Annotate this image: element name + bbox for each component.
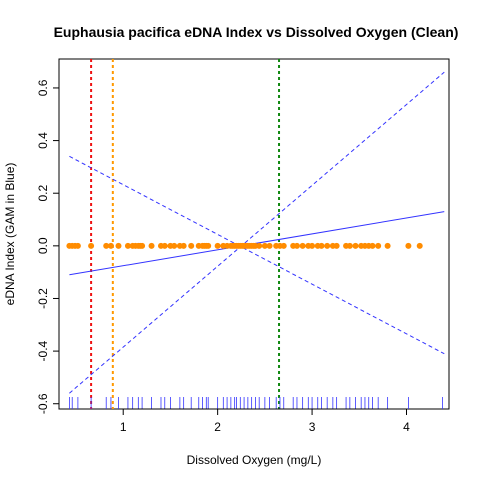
y-axis: -0.6 -0.4 -0.2 0.0 0.2 0.4 0.6 [36, 79, 60, 414]
confidence-bands [69, 71, 445, 394]
data-point [416, 242, 423, 249]
y-tick-label: 0.0 [36, 237, 50, 254]
data-point [171, 242, 178, 249]
confidence-band-1 [69, 155, 445, 355]
data-point [261, 242, 268, 249]
data-point [188, 242, 195, 249]
data-point [205, 242, 212, 249]
y-axis-label: eDNA Index (GAM in Blue) [3, 163, 17, 306]
data-point [107, 242, 114, 249]
x-tick-label: 2 [214, 420, 221, 434]
data-point [346, 242, 353, 249]
rug-marks [68, 397, 443, 409]
data-point [256, 242, 263, 249]
data-point [214, 242, 221, 249]
y-tick-label: 0.4 [36, 132, 50, 149]
x-tick-label: 4 [403, 420, 410, 434]
data-points [66, 242, 423, 249]
data-point [324, 242, 331, 249]
data-point [318, 242, 325, 249]
data-point [161, 242, 168, 249]
data-point [124, 242, 131, 249]
data-point [74, 242, 81, 249]
y-tick-label: 0.2 [36, 185, 50, 202]
data-point [299, 242, 306, 249]
data-point [352, 242, 359, 249]
data-point [180, 242, 187, 249]
data-point [369, 242, 376, 249]
data-point [115, 242, 122, 249]
data-point [405, 242, 412, 249]
plot-frame [58, 58, 450, 410]
data-point [103, 242, 110, 249]
data-point [266, 242, 273, 249]
data-point [293, 242, 300, 249]
y-tick-label: 0.6 [36, 79, 50, 96]
data-point [333, 242, 340, 249]
chart-title: Euphausia pacifica eDNA Index vs Dissolv… [54, 24, 459, 40]
data-point [88, 242, 95, 249]
data-point [139, 242, 146, 249]
y-tick-label: -0.6 [36, 393, 50, 414]
confidence-band-0 [69, 71, 445, 394]
data-point [148, 242, 155, 249]
x-axis: 1 2 3 4 [120, 408, 410, 434]
y-tick-label: -0.4 [36, 340, 50, 361]
x-tick-label: 3 [309, 420, 316, 434]
data-point [309, 242, 316, 249]
reference-lines [90, 59, 281, 409]
x-tick-label: 1 [120, 420, 127, 434]
data-point [375, 242, 382, 249]
data-point [280, 242, 287, 249]
data-point [384, 242, 391, 249]
y-tick-label: -0.2 [36, 288, 50, 309]
x-axis-label: Dissolved Oxygen (mg/L) [187, 453, 322, 467]
